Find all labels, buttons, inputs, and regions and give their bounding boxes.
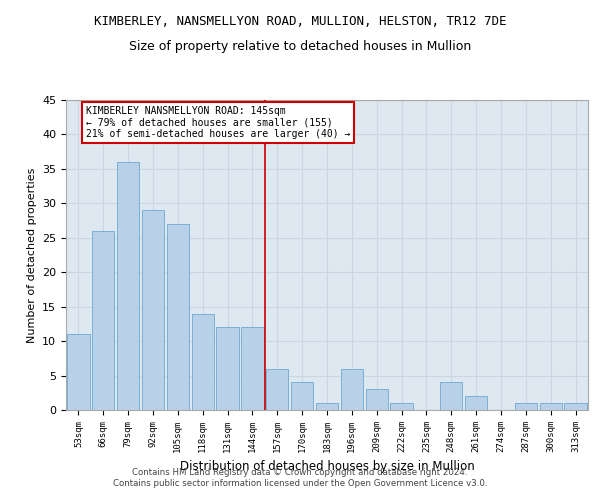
- Bar: [341, 368, 363, 410]
- Bar: [92, 231, 115, 410]
- Text: KIMBERLEY, NANSMELLYON ROAD, MULLION, HELSTON, TR12 7DE: KIMBERLEY, NANSMELLYON ROAD, MULLION, HE…: [94, 15, 506, 28]
- X-axis label: Distribution of detached houses by size in Mullion: Distribution of detached houses by size …: [179, 460, 475, 473]
- Text: Contains HM Land Registry data © Crown copyright and database right 2024.
Contai: Contains HM Land Registry data © Crown c…: [113, 468, 487, 487]
- Bar: [316, 403, 338, 410]
- Bar: [117, 162, 139, 410]
- Text: KIMBERLEY NANSMELLYON ROAD: 145sqm
← 79% of detached houses are smaller (155)
21: KIMBERLEY NANSMELLYON ROAD: 145sqm ← 79%…: [86, 106, 350, 138]
- Bar: [142, 210, 164, 410]
- Bar: [565, 403, 587, 410]
- Bar: [241, 328, 263, 410]
- Bar: [440, 382, 463, 410]
- Bar: [465, 396, 487, 410]
- Text: Size of property relative to detached houses in Mullion: Size of property relative to detached ho…: [129, 40, 471, 53]
- Bar: [515, 403, 537, 410]
- Bar: [391, 403, 413, 410]
- Y-axis label: Number of detached properties: Number of detached properties: [26, 168, 37, 342]
- Bar: [539, 403, 562, 410]
- Bar: [291, 382, 313, 410]
- Bar: [266, 368, 289, 410]
- Bar: [365, 390, 388, 410]
- Bar: [217, 328, 239, 410]
- Bar: [67, 334, 89, 410]
- Bar: [191, 314, 214, 410]
- Bar: [167, 224, 189, 410]
